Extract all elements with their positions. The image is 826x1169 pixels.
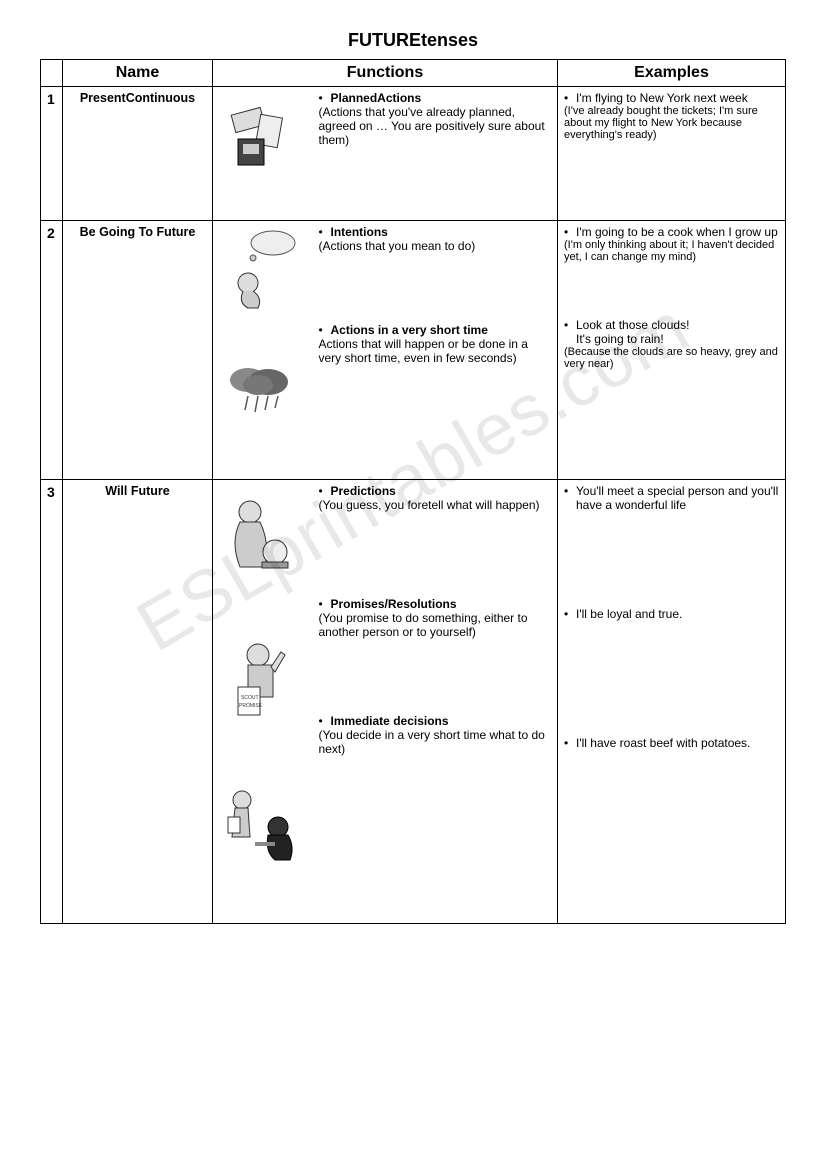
function-title: PlannedActions xyxy=(331,91,422,105)
example-item: •I'll be loyal and true. xyxy=(564,607,779,621)
function-item: •Actions in a very short time Actions th… xyxy=(319,323,552,365)
function-title: Predictions xyxy=(331,484,396,498)
function-title: Intentions xyxy=(331,225,388,239)
function-item: •Immediate decisions (You decide in a ve… xyxy=(319,714,552,756)
function-item: •Predictions (You guess, you foretell wh… xyxy=(319,484,552,512)
icon-cell: SCOUT PROMISE xyxy=(213,480,313,924)
tense-name: Will Future xyxy=(63,480,213,924)
scout-promise-icon: SCOUT PROMISE xyxy=(219,629,307,739)
example-main: You'll meet a special person and you'll … xyxy=(576,484,779,512)
page-title: FUTUREtenses xyxy=(40,30,786,51)
example-note: (I've already bought the tickets; I'm su… xyxy=(564,105,779,141)
svg-text:SCOUT: SCOUT xyxy=(241,695,259,701)
function-desc: (Actions that you mean to do) xyxy=(319,239,552,253)
function-desc: (You promise to do something, either to … xyxy=(319,611,552,639)
rain-clouds-icon xyxy=(219,350,307,440)
travel-docs-icon xyxy=(219,91,307,181)
tense-name: Be Going To Future xyxy=(63,221,213,480)
example-item: •I'm flying to New York next week (I've … xyxy=(564,91,779,141)
example-note: (I'm only thinking about it; I haven't d… xyxy=(564,239,779,263)
functions-cell: •Predictions (You guess, you foretell wh… xyxy=(313,480,558,924)
row-number: 3 xyxy=(41,480,63,924)
examples-cell: •You'll meet a special person and you'll… xyxy=(558,480,786,924)
example-item: •Look at those clouds! It's going to rai… xyxy=(564,318,779,370)
example-item: •You'll meet a special person and you'll… xyxy=(564,484,779,512)
example-item: •I'm going to be a cook when I grow up (… xyxy=(564,225,779,263)
example-main: I'm going to be a cook when I grow up xyxy=(576,225,779,239)
example-note: (Because the clouds are so heavy, grey a… xyxy=(564,346,779,370)
header-row: Name Functions Examples xyxy=(41,60,786,87)
header-examples: Examples xyxy=(558,60,786,87)
row-number: 1 xyxy=(41,87,63,221)
example-main: I'll have roast beef with potatoes. xyxy=(576,736,779,750)
table-row: 2 Be Going To Future xyxy=(41,221,786,480)
example-main: I'll be loyal and true. xyxy=(576,607,779,621)
function-title: Promises/Resolutions xyxy=(331,597,457,611)
tense-name: PresentContinuous xyxy=(63,87,213,221)
function-desc: (You guess, you foretell what will happe… xyxy=(319,498,552,512)
function-desc: (Actions that you've already planned, ag… xyxy=(319,105,552,147)
tenses-table: Name Functions Examples 1 PresentContinu… xyxy=(40,59,786,924)
table-row: 3 Will Future SCOUT PROMISE xyxy=(41,480,786,924)
function-desc: (You decide in a very short time what to… xyxy=(319,728,552,756)
row-number: 2 xyxy=(41,221,63,480)
example-main: I'm flying to New York next week xyxy=(576,91,779,105)
fortune-teller-icon xyxy=(219,484,307,594)
icon-cell xyxy=(213,221,313,480)
function-item: •Intentions (Actions that you mean to do… xyxy=(319,225,552,253)
table-row: 1 PresentContinuous •PlannedActions (Act… xyxy=(41,87,786,221)
icon-cell xyxy=(213,87,313,221)
thinking-person-icon xyxy=(219,225,307,315)
waiter-order-icon xyxy=(219,774,307,884)
header-name: Name xyxy=(63,60,213,87)
examples-cell: •I'm going to be a cook when I grow up (… xyxy=(558,221,786,480)
function-desc: Actions that will happen or be done in a… xyxy=(319,337,552,365)
header-blank xyxy=(41,60,63,87)
functions-cell: •PlannedActions (Actions that you've alr… xyxy=(313,87,558,221)
function-title: Immediate decisions xyxy=(331,714,449,728)
function-item: •PlannedActions (Actions that you've alr… xyxy=(319,91,552,147)
example-item: •I'll have roast beef with potatoes. xyxy=(564,736,779,750)
functions-cell: •Intentions (Actions that you mean to do… xyxy=(313,221,558,480)
function-title: Actions in a very short time xyxy=(331,323,488,337)
examples-cell: •I'm flying to New York next week (I've … xyxy=(558,87,786,221)
svg-text:PROMISE: PROMISE xyxy=(239,703,263,709)
header-functions: Functions xyxy=(213,60,558,87)
example-main: Look at those clouds! It's going to rain… xyxy=(576,318,779,346)
function-item: •Promises/Resolutions (You promise to do… xyxy=(319,597,552,639)
